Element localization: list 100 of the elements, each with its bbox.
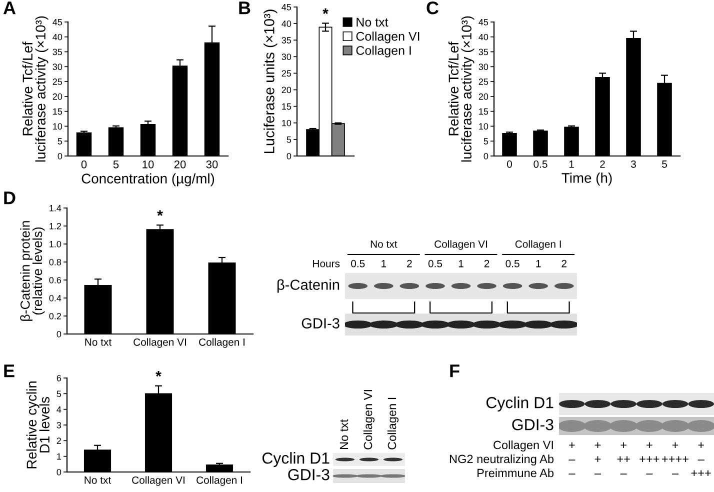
y-tick-label: 0 xyxy=(286,152,292,160)
y-tick-label: 5 xyxy=(286,136,292,143)
category-label: Preimmune Ab xyxy=(478,468,554,478)
text: F xyxy=(450,364,460,378)
y-tick-label: 20 xyxy=(52,93,62,100)
y-tick-label: 20 xyxy=(478,93,488,100)
y-tick-label: 3 xyxy=(56,422,62,428)
x-tick-label: 20 xyxy=(174,160,186,168)
category-label: 1 xyxy=(536,260,541,268)
chart-title: B xyxy=(239,2,250,14)
y-tick-label: 0 xyxy=(56,330,62,338)
text: Collagen I xyxy=(515,240,561,250)
chart-title: A xyxy=(3,2,16,14)
text: + xyxy=(594,456,601,462)
y-tick-label: 25 xyxy=(282,70,292,77)
y-tick-label: 6 xyxy=(56,374,62,382)
y-tick-label: 1 xyxy=(57,453,62,460)
y-tick-label: 15 xyxy=(282,103,292,110)
category-label: Collagen VI xyxy=(494,440,553,452)
y-tick-label: 40 xyxy=(52,34,62,40)
x-tick-label: Collagen VI xyxy=(132,476,184,486)
y-tick-label: 35 xyxy=(478,48,488,56)
x-tick-label: Collagen I xyxy=(199,338,244,348)
legend-label: Collagen I xyxy=(356,46,411,58)
text: + xyxy=(646,442,652,448)
y-tick-label: 40 xyxy=(478,34,488,40)
category-label: Collagen I xyxy=(387,398,399,450)
category-label: 1 xyxy=(458,260,464,268)
y-tick-label: 0 xyxy=(58,152,62,160)
y-tick-label: 0.8 xyxy=(49,258,62,266)
y-tick-label: 25 xyxy=(52,78,62,85)
chart-title: E xyxy=(4,364,14,378)
y-tick-label: 45 xyxy=(282,4,292,10)
y-axis-title: Relative Tcf/Lef luciferase activity (×10³) xyxy=(22,16,48,162)
y-tick-label: 0 xyxy=(56,468,62,476)
category-label: β-Catenin xyxy=(278,279,340,293)
y-tick-label: 10 xyxy=(53,123,62,130)
category-label: NG2 neutralizing Ab xyxy=(450,454,554,466)
x-tick-label: 30 xyxy=(206,160,218,168)
x-axis-title: Time (h) xyxy=(562,172,612,186)
text: Collagen VI xyxy=(434,240,487,250)
y-tick-label: 1.2 xyxy=(50,222,61,230)
y-tick-label: 15 xyxy=(479,108,488,115)
y-tick-label: 0.6 xyxy=(49,276,62,284)
y-tick-label: 1.0 xyxy=(50,240,62,248)
text: * xyxy=(156,370,162,377)
y-tick-label: 30 xyxy=(282,54,292,60)
text: ++ xyxy=(617,456,630,462)
y-tick-label: 35 xyxy=(52,48,62,56)
x-tick-label: Collagen VI xyxy=(134,338,186,348)
y-tick-label: 45 xyxy=(52,19,62,26)
y-tick-label: 5 xyxy=(58,138,62,144)
text: ++++ xyxy=(662,456,688,462)
category-label: GDI-3 xyxy=(302,318,340,328)
category-label: 2 xyxy=(407,260,412,268)
text: + xyxy=(672,442,678,448)
y-tick-label: 0.4 xyxy=(49,294,62,302)
y-axis-title: β-Catenin protein (relative levels) xyxy=(20,221,45,321)
x-tick-label: 10 xyxy=(142,160,154,168)
chart-title: C xyxy=(426,1,439,14)
category-label: 0.5 xyxy=(428,260,442,268)
x-axis-title: Concentration (µg/ml) xyxy=(82,173,214,186)
y-tick-label: 0 xyxy=(484,152,488,160)
x-tick-label: 0 xyxy=(507,160,512,168)
category-label: Cyclin D1 xyxy=(262,452,330,467)
annotation: * xyxy=(322,8,328,14)
x-tick-label: 3 xyxy=(631,160,636,168)
y-tick-label: 45 xyxy=(478,19,488,26)
y-tick-label: 40 xyxy=(282,20,292,27)
y-tick-label: 30 xyxy=(52,64,62,70)
y-tick-label: 4 xyxy=(56,406,62,413)
y-tick-label: 2 xyxy=(56,438,61,444)
y-tick-label: 5 xyxy=(484,138,488,144)
y-tick-label: 25 xyxy=(478,78,488,85)
x-tick-label: 0.5 xyxy=(534,160,548,168)
y-tick-label: 20 xyxy=(282,86,292,94)
text: Hours xyxy=(313,260,340,268)
y-tick-label: 10 xyxy=(282,120,292,126)
text: No txt xyxy=(370,240,398,248)
category-label: Collagen VI xyxy=(363,390,375,450)
category-label: Cyclin D1 xyxy=(486,396,554,412)
x-tick-label: No txt xyxy=(84,476,112,484)
y-axis-title: Relative Tcf/Lef luciferase activity (×10³) xyxy=(448,16,474,162)
y-tick-label: 35 xyxy=(282,37,292,44)
y-tick-label: 30 xyxy=(478,64,488,70)
y-tick-label: 5 xyxy=(56,390,62,398)
x-tick-label: 5 xyxy=(662,160,667,168)
text: + xyxy=(698,442,704,448)
y-axis-title: Relative cyclin D1 levels xyxy=(26,382,50,468)
category-label: No txt xyxy=(340,419,348,450)
category-label: 0.5 xyxy=(506,260,520,268)
chart-title: D xyxy=(4,192,16,204)
legend-label: No txt xyxy=(356,18,388,27)
x-tick-label: 2 xyxy=(600,160,605,168)
category-label: 1 xyxy=(382,260,386,268)
category-label: 0.5 xyxy=(351,260,365,268)
y-tick-label: 0.2 xyxy=(49,312,61,320)
category-label: GDI-3 xyxy=(512,418,554,430)
text: +++ xyxy=(691,470,711,476)
annotation: * xyxy=(157,210,163,216)
